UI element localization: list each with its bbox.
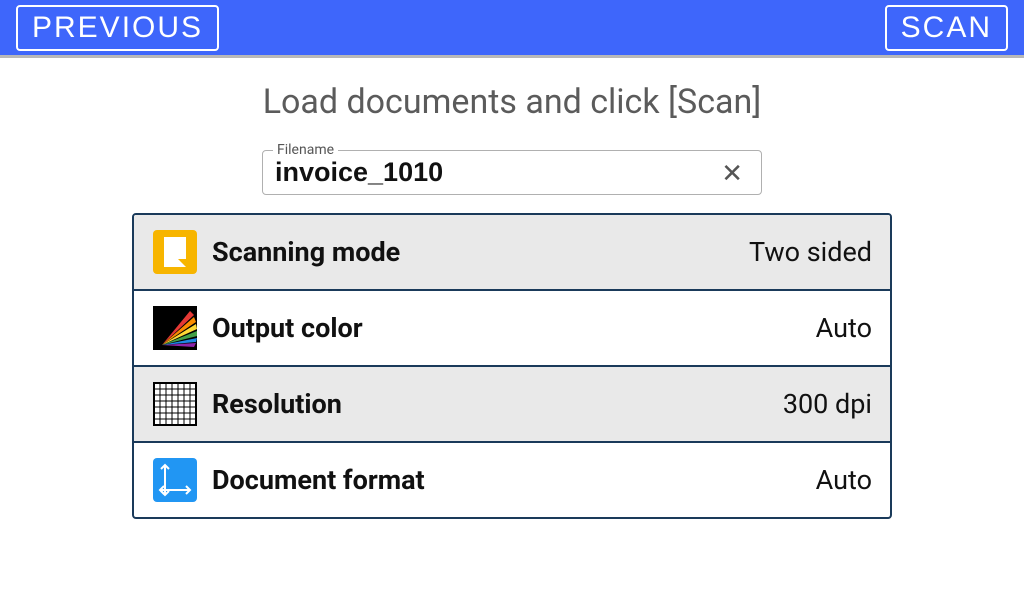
dimensions-icon (152, 457, 198, 503)
filename-input[interactable] (275, 157, 715, 188)
scan-button[interactable]: SCAN (885, 5, 1008, 51)
row-value: 300 dpi (783, 388, 872, 420)
row-value: Auto (816, 464, 872, 496)
row-value: Auto (816, 312, 872, 344)
settings-panel: Scanning mode Two sided Output color Aut… (132, 213, 892, 519)
row-document-format[interactable]: Document format Auto (134, 441, 890, 517)
row-value: Two sided (749, 236, 872, 268)
instruction-text: Load documents and click [Scan] (0, 82, 1024, 122)
row-output-color[interactable]: Output color Auto (134, 289, 890, 365)
row-label: Resolution (212, 388, 783, 420)
grid-icon (152, 381, 198, 427)
row-label: Output color (212, 312, 816, 344)
color-fan-icon (152, 305, 198, 351)
previous-button[interactable]: PREVIOUS (16, 5, 219, 51)
page-icon (152, 229, 198, 275)
row-label: Scanning mode (212, 236, 749, 268)
row-label: Document format (212, 464, 816, 496)
row-scanning-mode[interactable]: Scanning mode Two sided (134, 215, 890, 289)
filename-field[interactable]: Filename ✕ (262, 150, 762, 195)
header-bar: PREVIOUS SCAN (0, 0, 1024, 58)
row-resolution[interactable]: Resolution 300 dpi (134, 365, 890, 441)
filename-label: Filename (273, 142, 338, 158)
clear-icon[interactable]: ✕ (715, 160, 749, 186)
